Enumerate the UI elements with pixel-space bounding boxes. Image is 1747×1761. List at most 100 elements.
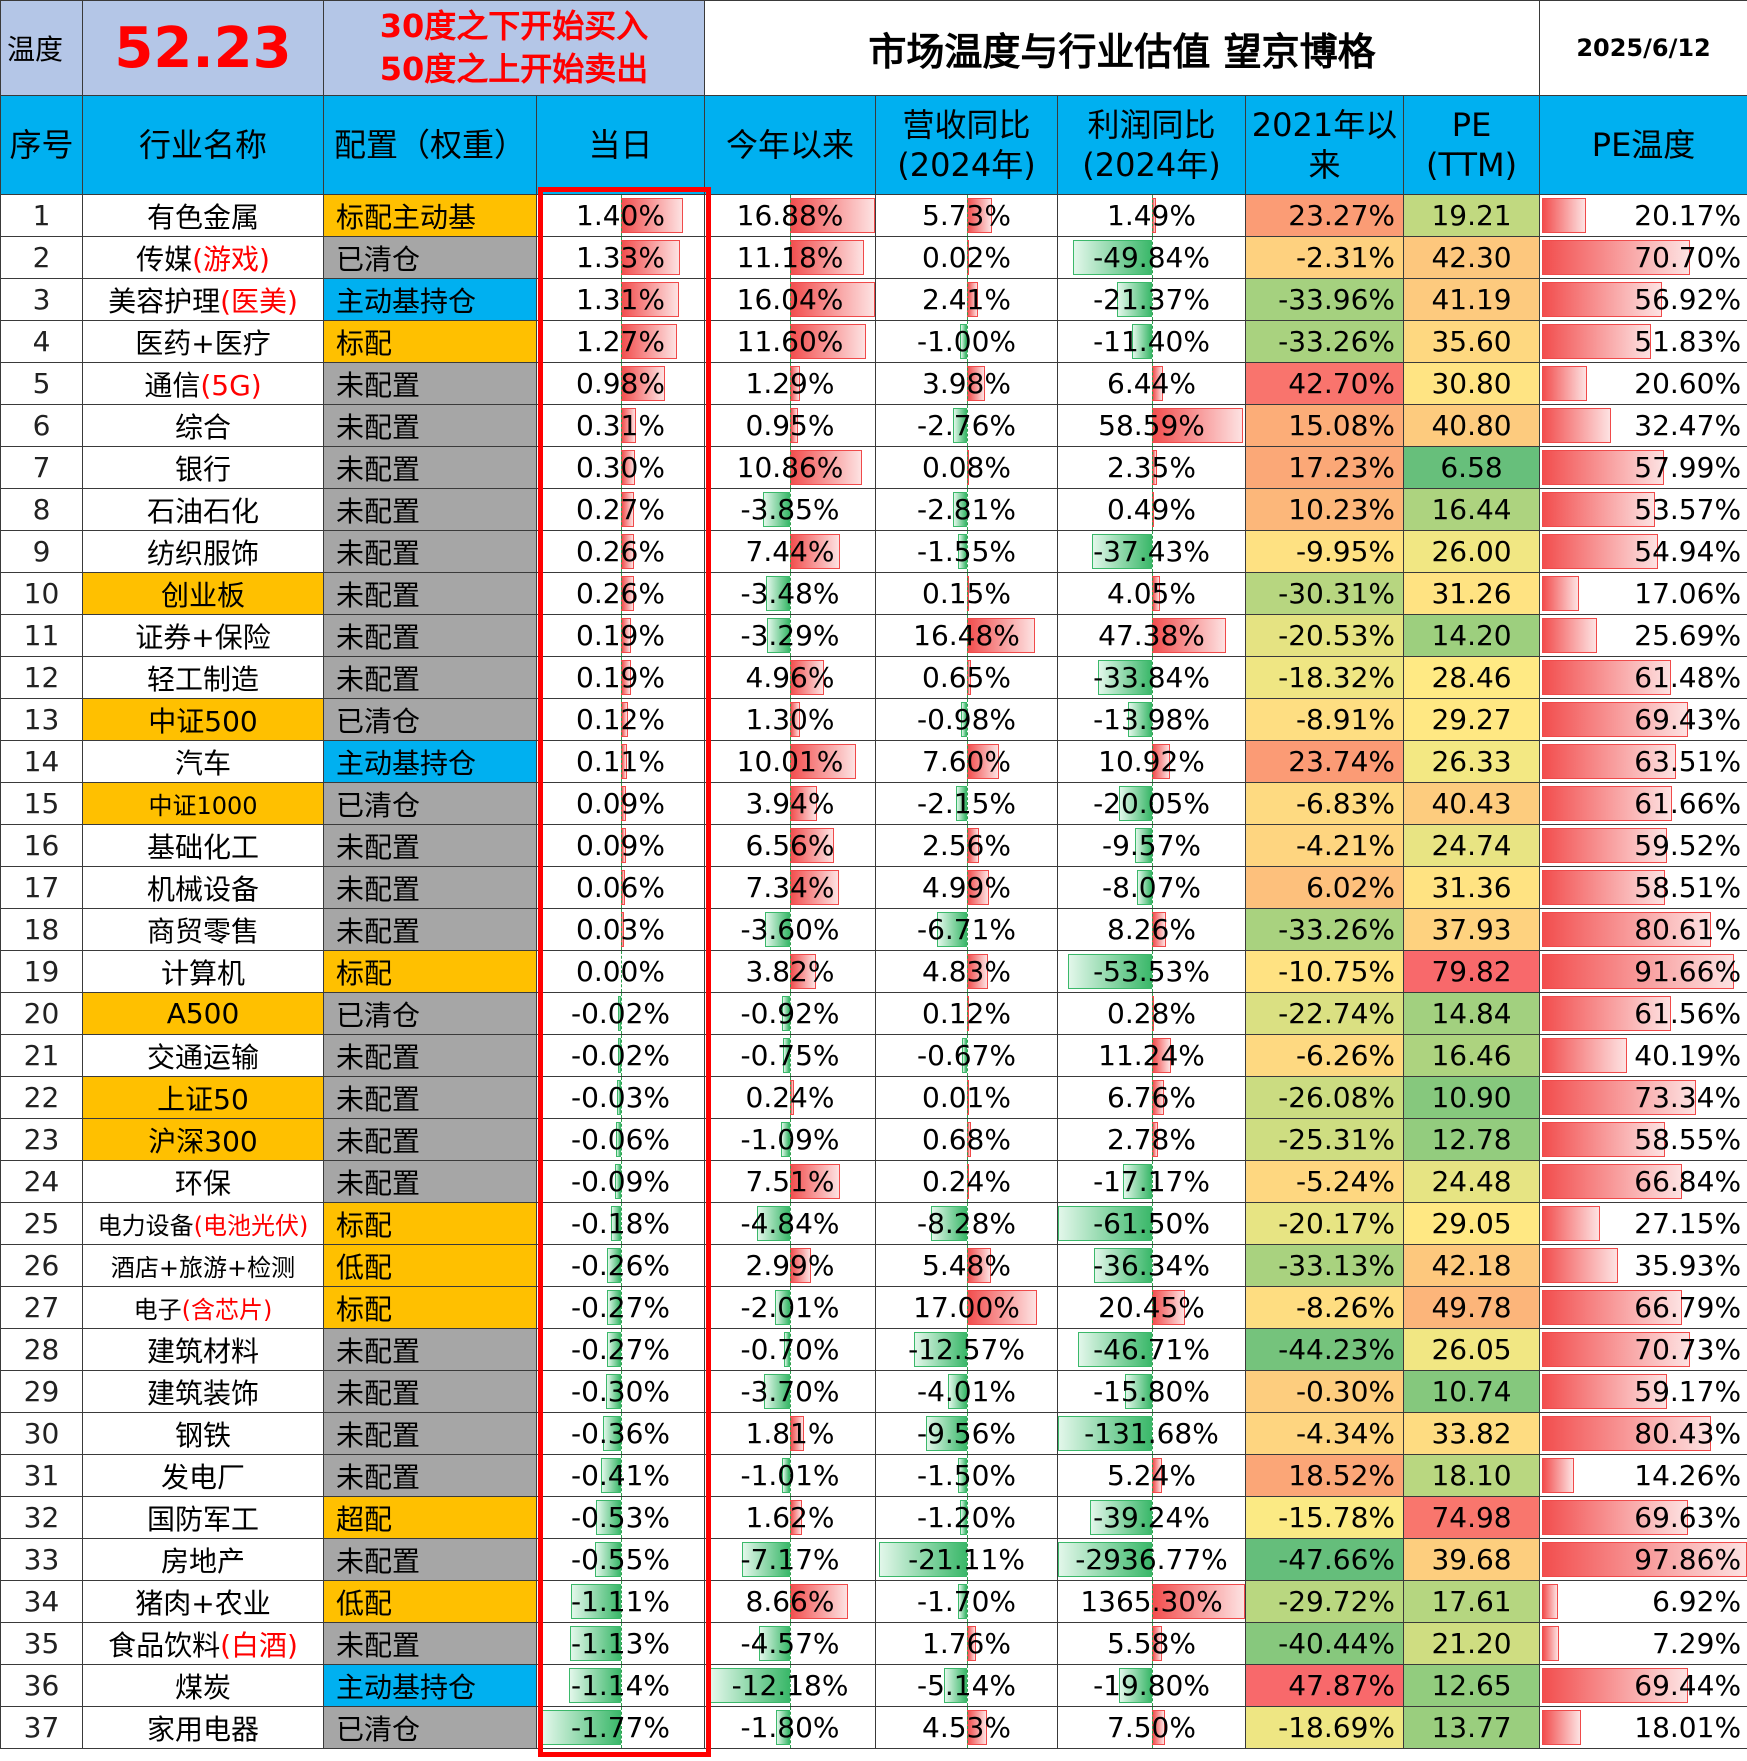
cell-ytd: 1.30% [704, 698, 877, 741]
table-row: 37 家用电器 已清仓 -1.77% -1.80% 4.53% 7.50% -18.69% 13… [0, 1706, 1747, 1749]
databar-axis [1151, 1413, 1153, 1454]
cell-value: 1365.30% [1080, 1585, 1223, 1618]
cell-profit: -15.80% [1057, 1370, 1247, 1413]
databar [1542, 1542, 1747, 1577]
cell-value: 2.99% [745, 1249, 835, 1282]
databar [569, 1626, 621, 1661]
cell-since2021: -33.96% [1245, 278, 1405, 321]
databar-axis [620, 1539, 622, 1580]
cell-pe-temp: 66.84% [1539, 1160, 1747, 1203]
cell-profit: 7.50% [1057, 1706, 1247, 1749]
databar-axis [966, 867, 968, 908]
cell-no: 22 [0, 1076, 83, 1119]
databar-axis [1151, 993, 1153, 1034]
cell-value: -1.70% [916, 1585, 1017, 1618]
cell-value: -2936.77% [1075, 1543, 1228, 1576]
databar-axis [966, 237, 968, 278]
cell-value: 7.34% [745, 871, 835, 904]
cell-no: 35 [0, 1622, 83, 1665]
cell-allocation: 标配 [323, 320, 537, 363]
databar [606, 1290, 621, 1325]
cell-value: -8.07% [1101, 871, 1202, 904]
cell-allocation: 未配置 [323, 824, 537, 867]
databar [1542, 282, 1662, 317]
cell-allocation: 未配置 [323, 1370, 537, 1413]
databar-axis [966, 993, 968, 1034]
industry-name: 中证1000 [148, 792, 258, 820]
cell-profit: -49.84% [1057, 236, 1247, 279]
profit-label: 利润同比 [1087, 106, 1216, 144]
cell-profit: -20.05% [1057, 782, 1247, 825]
cell-day: 1.31% [535, 278, 706, 321]
databar [742, 1542, 791, 1577]
databar-axis [620, 321, 622, 362]
cell-day: -0.06% [535, 1118, 706, 1161]
cell-allocation: 未配置 [323, 1412, 537, 1455]
cell-since2021: 15.08% [1245, 404, 1405, 447]
cell-value: -4.84% [740, 1207, 840, 1240]
databar [1542, 408, 1612, 443]
cell-value: 0.30% [576, 451, 665, 484]
databar-axis [1151, 1665, 1153, 1706]
cell-ytd: -1.09% [704, 1118, 877, 1161]
databar [1542, 534, 1658, 569]
table-row: 10 创业板 未配置 0.26% -3.48% 0.15% 4.05% -30.31% 31.2… [0, 572, 1747, 615]
cell-profit: -33.84% [1057, 656, 1247, 699]
cell-ytd: -7.17% [704, 1538, 877, 1581]
cell-ytd: -1.80% [704, 1706, 877, 1749]
cell-value: 73.34% [1634, 1081, 1742, 1114]
cell-pe: 12.65 [1403, 1664, 1541, 1707]
databar-axis [790, 951, 792, 992]
cell-pe: 17.61 [1403, 1580, 1541, 1623]
table-body: 1 有色金属 标配主动基 1.40% 16.88% 5.73% 1.49% 23.27% 19.… [0, 194, 1747, 1749]
databar-axis [620, 699, 622, 740]
databar [610, 1206, 621, 1241]
databar [953, 408, 967, 443]
databar-axis [966, 1413, 968, 1454]
databar [782, 996, 791, 1031]
databar [960, 702, 967, 737]
cell-value: 0.68% [922, 1123, 1011, 1156]
cell-value: 10.01% [736, 745, 844, 778]
cell-value: 5.58% [1107, 1627, 1196, 1660]
databar [1542, 954, 1734, 989]
databar-axis [620, 1497, 622, 1538]
databar [1078, 1332, 1152, 1367]
cell-value: -3.60% [740, 913, 840, 946]
databar [620, 198, 683, 233]
industry-highlight: (医美) [220, 284, 298, 318]
cell-rev: 0.01% [875, 1076, 1059, 1119]
cell-value: 0.98% [576, 367, 665, 400]
cell-ytd: -3.70% [704, 1370, 877, 1413]
cell-since2021: -20.53% [1245, 614, 1405, 657]
databar-axis [966, 321, 968, 362]
cell-pe-temp: 7.29% [1539, 1622, 1747, 1665]
databar-axis [620, 1077, 622, 1118]
databar [1542, 1500, 1689, 1535]
databar [1542, 492, 1655, 527]
cell-value: 0.06% [576, 871, 665, 904]
cell-no: 4 [0, 320, 83, 363]
cell-value: 0.19% [576, 619, 665, 652]
databar [605, 1374, 621, 1409]
cell-value: 0.65% [922, 661, 1011, 694]
databar-axis [790, 531, 792, 572]
cell-allocation: 标配 [323, 1286, 537, 1329]
cell-value: -1.55% [916, 535, 1017, 568]
cell-value: 2.35% [1107, 451, 1196, 484]
cell-profit: 0.49% [1057, 488, 1247, 531]
cell-pe-temp: 63.51% [1539, 740, 1747, 783]
table-row: 4 医药+医疗 标配 1.27% 11.60% -1.00% -11.40% -33.26% 3… [0, 320, 1747, 363]
table-row: 3 美容护理(医美) 主动基持仓 1.31% 16.04% 2.41% -21.37% -33… [0, 278, 1747, 321]
cell-value: 1.40% [576, 199, 665, 232]
cell-pe: 16.46 [1403, 1034, 1541, 1077]
cell-ytd: 7.44% [704, 530, 877, 573]
cell-profit: 11.24% [1057, 1034, 1247, 1077]
databar-axis [790, 867, 792, 908]
cell-pe-temp: 59.17% [1539, 1370, 1747, 1413]
databar [1116, 282, 1152, 317]
cell-rev: -0.98% [875, 698, 1059, 741]
databar-axis [790, 699, 792, 740]
cell-allocation: 未配置 [323, 1538, 537, 1581]
